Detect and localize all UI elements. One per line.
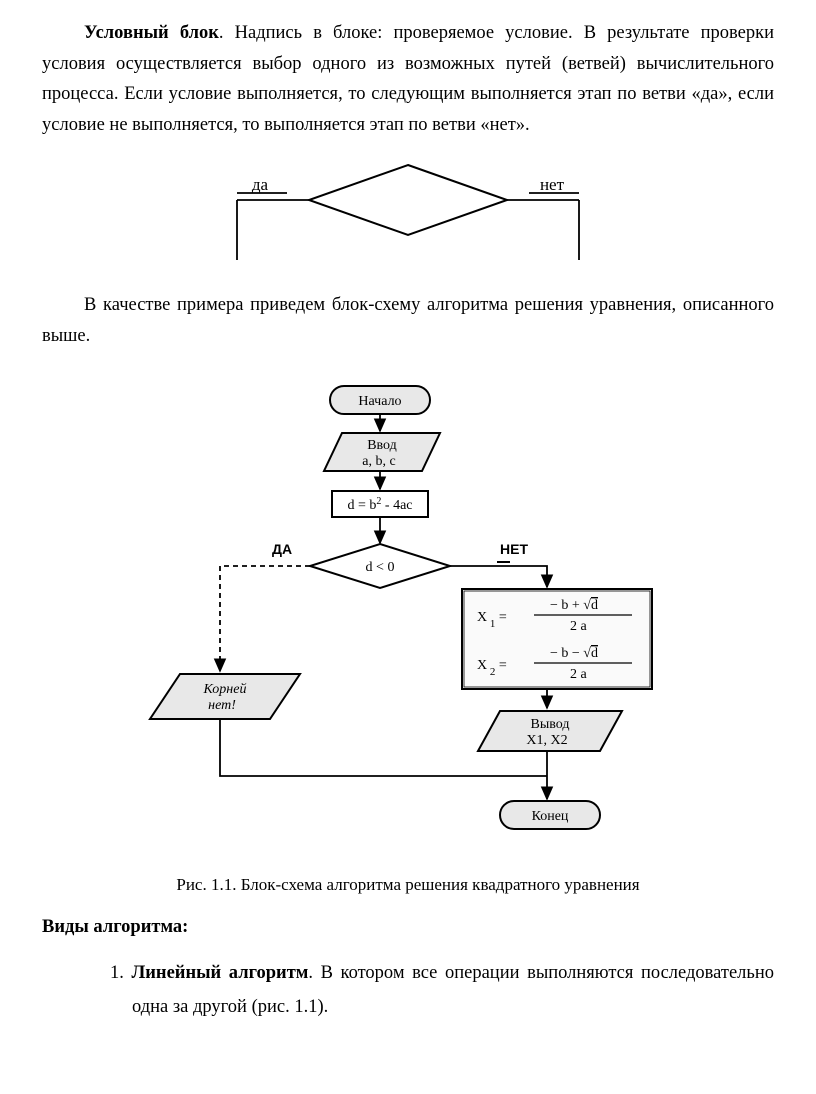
label-yes: да bbox=[252, 175, 269, 194]
output-l1: Вывод bbox=[531, 717, 570, 732]
flowchart-main: Начало Ввод a, b, c d = b2 - 4ac d < 0 Д… bbox=[42, 381, 774, 871]
x1-top: − b + √d bbox=[550, 598, 598, 613]
end-label: Конец bbox=[532, 809, 569, 824]
lead-bold: Условный блок bbox=[84, 23, 219, 43]
input-l2: a, b, c bbox=[362, 454, 395, 469]
decision-diagram-small: да нет bbox=[42, 150, 774, 290]
x1-bot: 2 a bbox=[570, 619, 588, 634]
edge-no bbox=[450, 566, 547, 587]
noroots-l2: нет! bbox=[208, 698, 236, 713]
input-l1: Ввод bbox=[367, 438, 397, 453]
list-item-1: 1. Линейный алгоритм. В котором все опер… bbox=[42, 956, 774, 1024]
start-label: Начало bbox=[358, 394, 401, 409]
x2-bot: 2 a bbox=[570, 667, 588, 682]
edge-yes bbox=[220, 566, 310, 671]
label-net: НЕТ bbox=[500, 541, 528, 557]
li1-num: 1. bbox=[110, 963, 131, 983]
label-no: нет bbox=[540, 175, 565, 194]
decision-label: d < 0 bbox=[366, 560, 395, 575]
paragraph-conditional: Условный блок. Надпись в блоке: проверяе… bbox=[42, 18, 774, 140]
heading-types: Виды алгоритма: bbox=[42, 917, 774, 938]
decision-diamond bbox=[309, 165, 507, 235]
paragraph-example: В качестве примера приведем блок-схему а… bbox=[42, 290, 774, 351]
figure-caption: Рис. 1.1. Блок-схема алгоритма решения к… bbox=[42, 875, 774, 895]
noroots-l1: Корней bbox=[203, 682, 247, 697]
output-l2: X1, X2 bbox=[526, 733, 567, 748]
label-da: ДА bbox=[272, 541, 292, 557]
x2-top: − b − √d bbox=[550, 646, 598, 661]
li1-lead: Линейный алгоритм bbox=[131, 963, 308, 983]
